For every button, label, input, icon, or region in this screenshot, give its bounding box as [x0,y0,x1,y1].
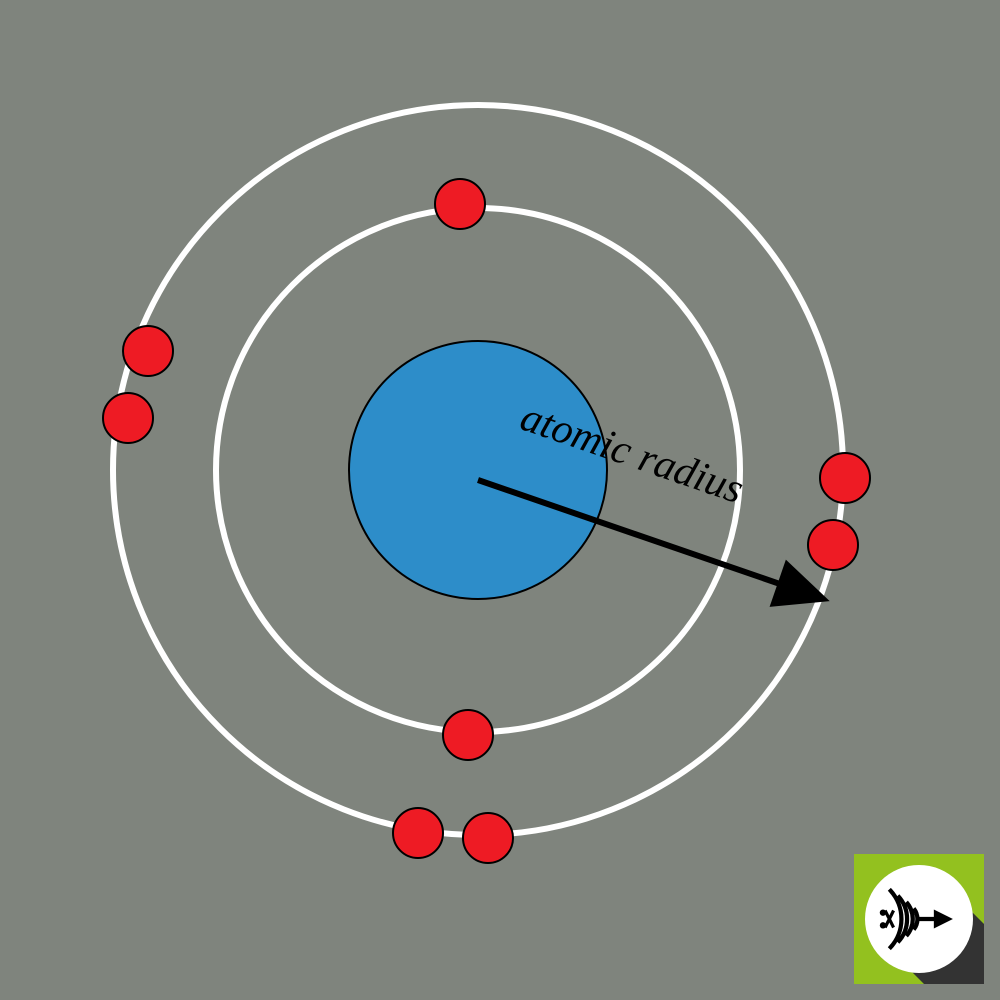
electron [442,709,494,761]
electron [102,392,154,444]
electron [392,807,444,859]
electron [807,519,859,571]
electron [122,325,174,377]
electron [434,178,486,230]
electron [819,452,871,504]
logo-badge [854,854,984,984]
diagram-canvas: atomic radius [0,0,1000,1000]
fishbone-icon [866,866,972,972]
electron [462,812,514,864]
nucleus [348,340,608,600]
